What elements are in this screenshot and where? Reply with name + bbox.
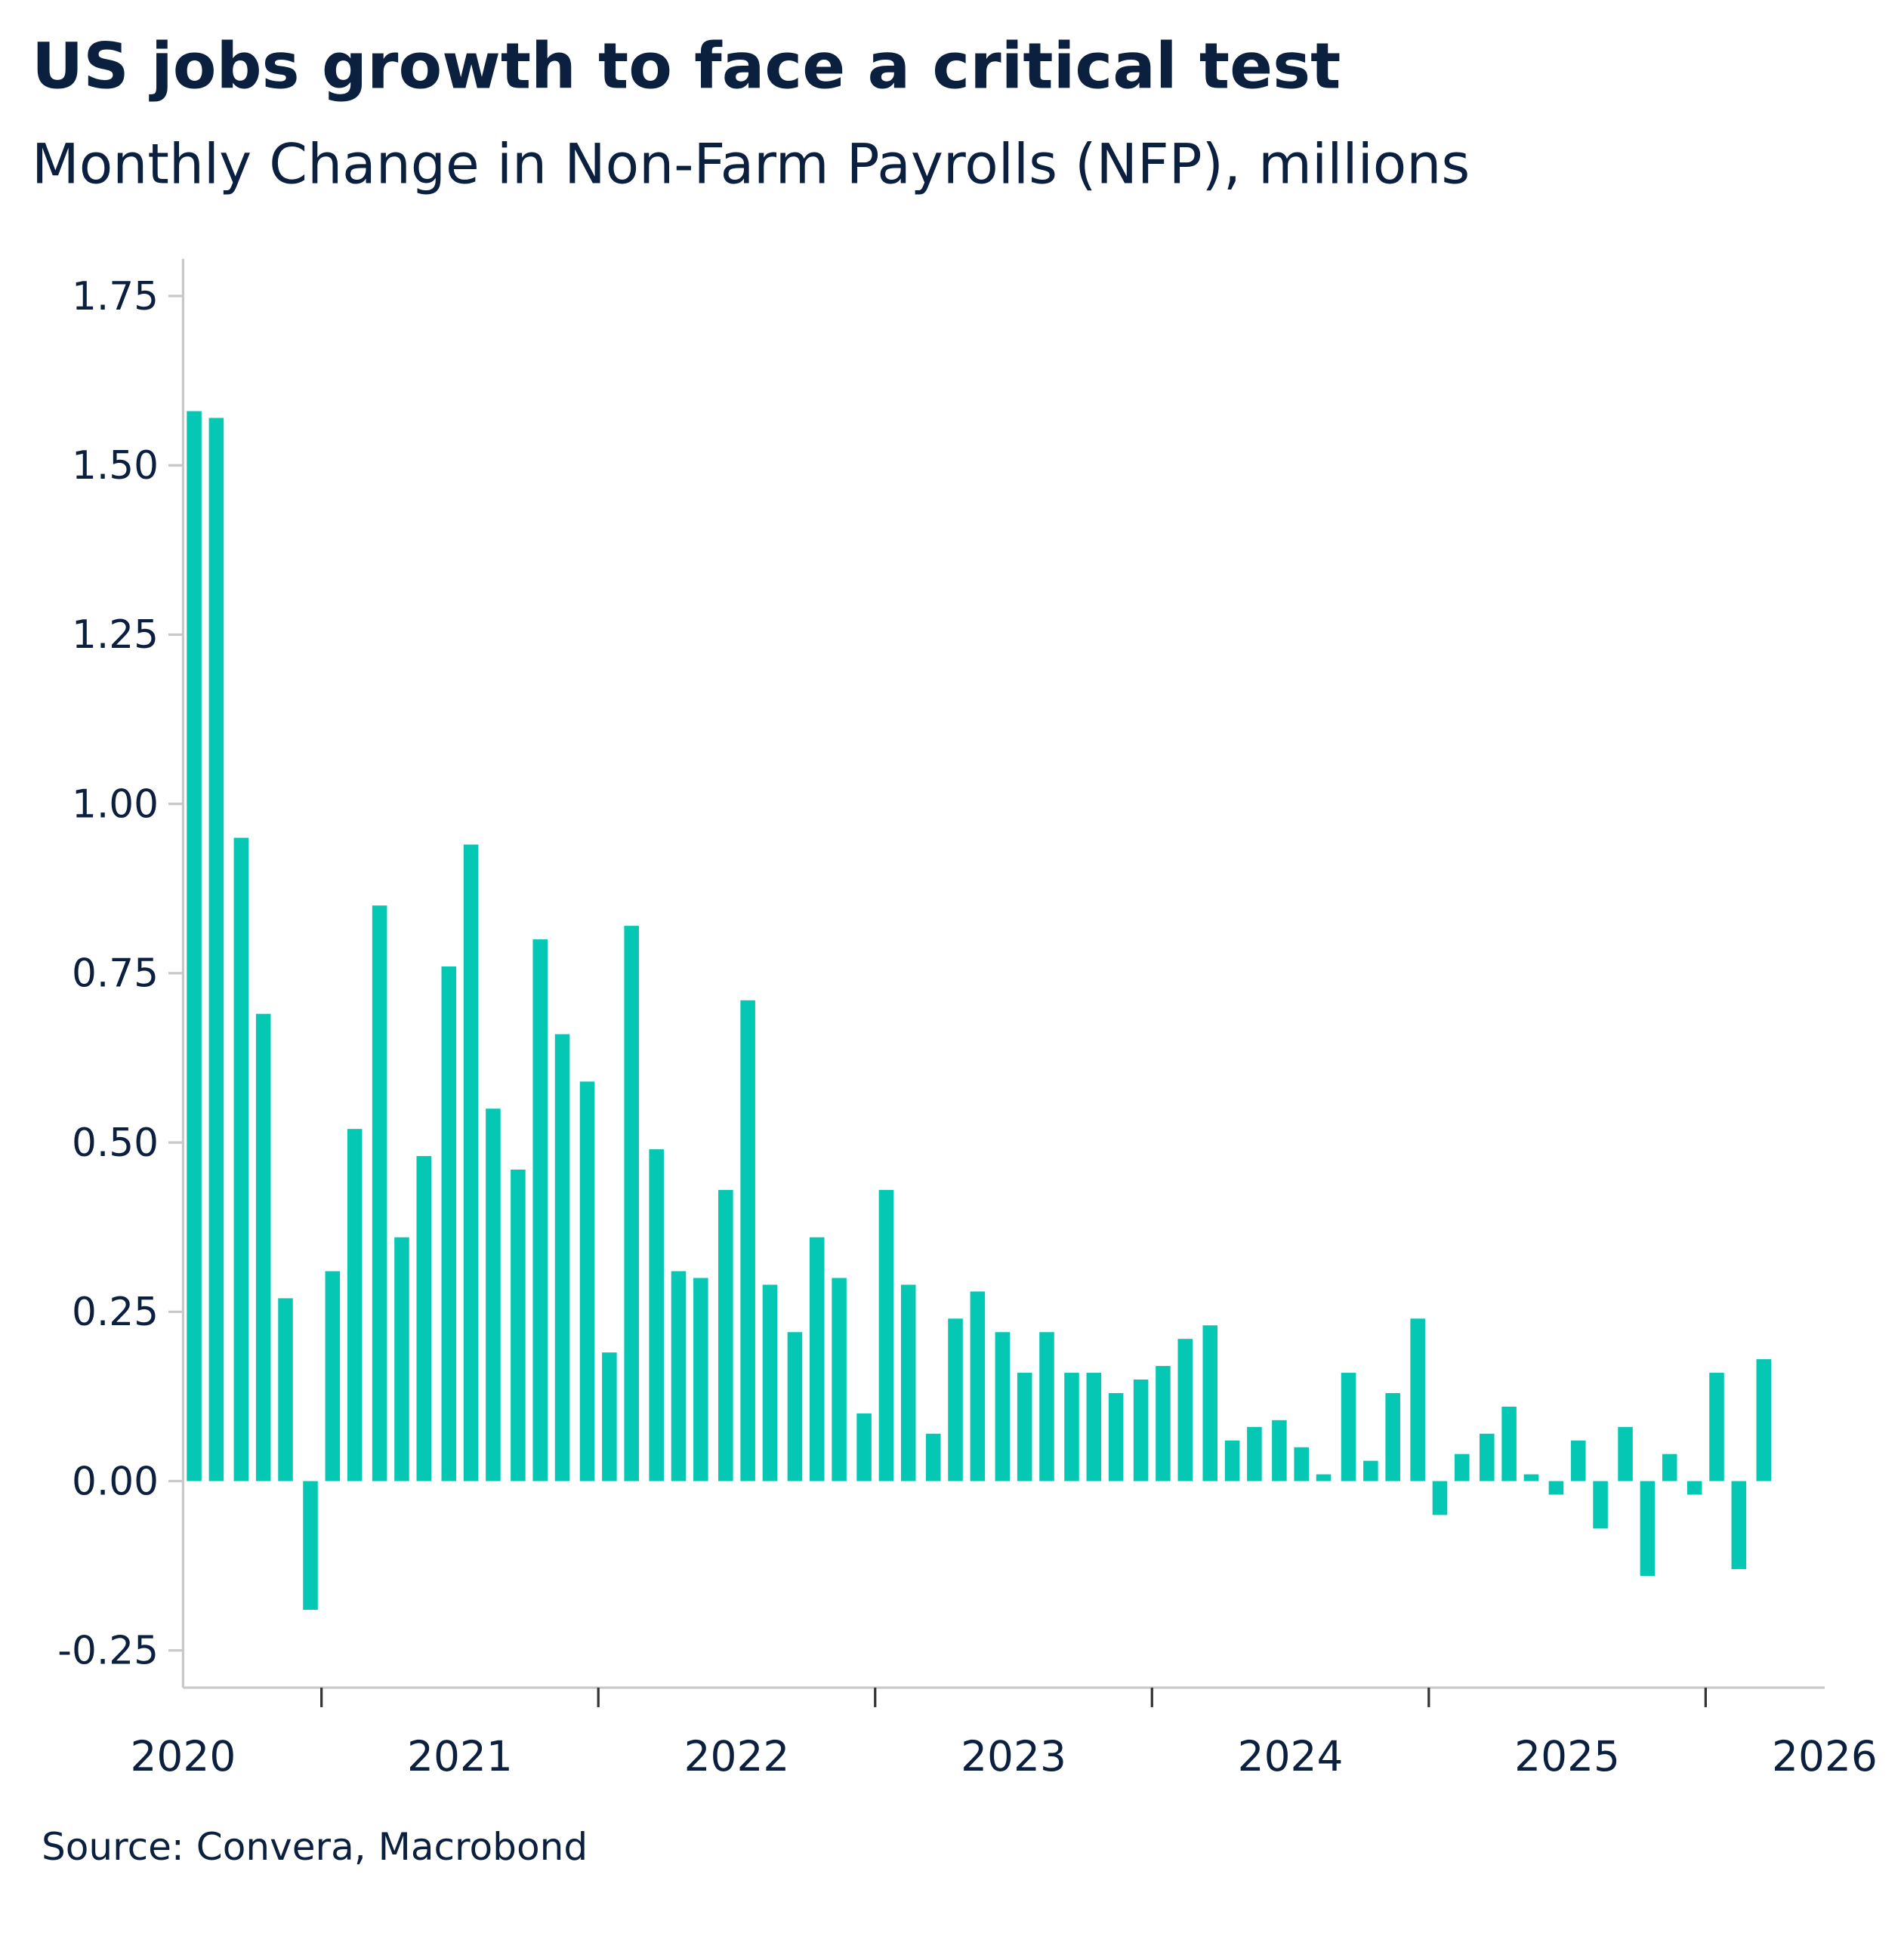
- bar: [1731, 1481, 1747, 1570]
- bar: [579, 1081, 595, 1481]
- chart-subtitle: Monthly Change in Non-Farm Payrolls (NFP…: [32, 133, 1470, 197]
- bar: [1709, 1373, 1724, 1481]
- bar: [624, 926, 639, 1481]
- chart-title: US jobs growth to face a critical test: [32, 29, 1341, 103]
- bar: [900, 1284, 916, 1481]
- bar: [856, 1413, 872, 1481]
- bar: [948, 1318, 963, 1481]
- bar: [1202, 1325, 1218, 1481]
- bar: [1501, 1406, 1517, 1481]
- bar: [511, 1169, 526, 1481]
- bar: [325, 1271, 341, 1481]
- bar: [1756, 1359, 1772, 1481]
- x-tick-label: 2024: [1238, 1732, 1344, 1780]
- bar: [416, 1156, 432, 1481]
- bar: [925, 1433, 941, 1481]
- y-tick-label: 1.25: [72, 612, 159, 658]
- bar: [1108, 1392, 1124, 1481]
- bar: [1363, 1460, 1378, 1481]
- bar: [970, 1291, 986, 1481]
- bar: [1224, 1440, 1240, 1481]
- x-tick-label: 2026: [1772, 1732, 1878, 1780]
- bar: [787, 1332, 803, 1481]
- bar: [762, 1284, 778, 1481]
- bar: [278, 1298, 293, 1481]
- bar: [1316, 1474, 1332, 1481]
- source-note: Source: Convera, Macrobond: [42, 1825, 588, 1869]
- x-tick-label: 2025: [1514, 1732, 1620, 1780]
- bar: [1177, 1339, 1193, 1481]
- bar: [1385, 1392, 1400, 1481]
- bar: [1618, 1426, 1633, 1481]
- bar: [693, 1278, 708, 1481]
- bar: [1247, 1426, 1262, 1481]
- bar: [1039, 1332, 1054, 1481]
- y-tick-label: 1.00: [72, 782, 159, 827]
- bar: [1570, 1440, 1586, 1481]
- bar: [649, 1149, 664, 1481]
- bar: [1086, 1373, 1102, 1481]
- bar: [1017, 1373, 1032, 1481]
- y-tick-label: 0.75: [72, 951, 159, 997]
- bar: [1064, 1373, 1079, 1481]
- bar: [532, 939, 548, 1481]
- bar: [1272, 1420, 1287, 1481]
- y-tick-label: -0.25: [57, 1629, 159, 1674]
- bar: [1133, 1380, 1149, 1481]
- bar: [1294, 1447, 1309, 1481]
- bar: [1662, 1454, 1677, 1481]
- bar: [1686, 1481, 1702, 1495]
- y-tick-label: 1.75: [72, 274, 159, 319]
- x-tick-label: 2022: [684, 1732, 790, 1780]
- bar: [1156, 1366, 1171, 1481]
- bar: [671, 1271, 687, 1481]
- bar: [995, 1332, 1011, 1481]
- y-tick-label: 0.25: [72, 1290, 159, 1335]
- bar: [1593, 1481, 1608, 1529]
- bar: [208, 418, 224, 1481]
- y-tick-label: 0.00: [72, 1459, 159, 1504]
- bar: [554, 1034, 570, 1481]
- bar: [441, 966, 457, 1481]
- x-tick-label: 2023: [961, 1732, 1066, 1780]
- bar: [809, 1237, 825, 1481]
- bar: [1548, 1481, 1564, 1495]
- bar: [486, 1108, 501, 1481]
- bar: [347, 1129, 363, 1481]
- bar: [832, 1278, 847, 1481]
- bar: [878, 1189, 894, 1481]
- bar: [255, 1013, 271, 1481]
- bar: [1480, 1433, 1495, 1481]
- bar: [1640, 1481, 1656, 1577]
- bar: [463, 844, 479, 1481]
- bar: [233, 837, 249, 1481]
- bar: [740, 1000, 755, 1481]
- x-tick-label: 2020: [130, 1732, 236, 1780]
- bar: [303, 1481, 318, 1610]
- x-tick-label: 2021: [407, 1732, 513, 1780]
- bar: [1455, 1454, 1470, 1481]
- bar: [718, 1189, 733, 1481]
- bar: [1432, 1481, 1448, 1515]
- bar: [602, 1352, 617, 1481]
- y-tick-label: 0.50: [72, 1121, 159, 1166]
- bar: [394, 1237, 409, 1481]
- bar: [1341, 1373, 1356, 1481]
- bar: [187, 411, 202, 1481]
- bar: [372, 905, 387, 1481]
- bar: [1410, 1318, 1425, 1481]
- y-tick-label: 1.50: [72, 443, 159, 489]
- bar: [1523, 1474, 1539, 1481]
